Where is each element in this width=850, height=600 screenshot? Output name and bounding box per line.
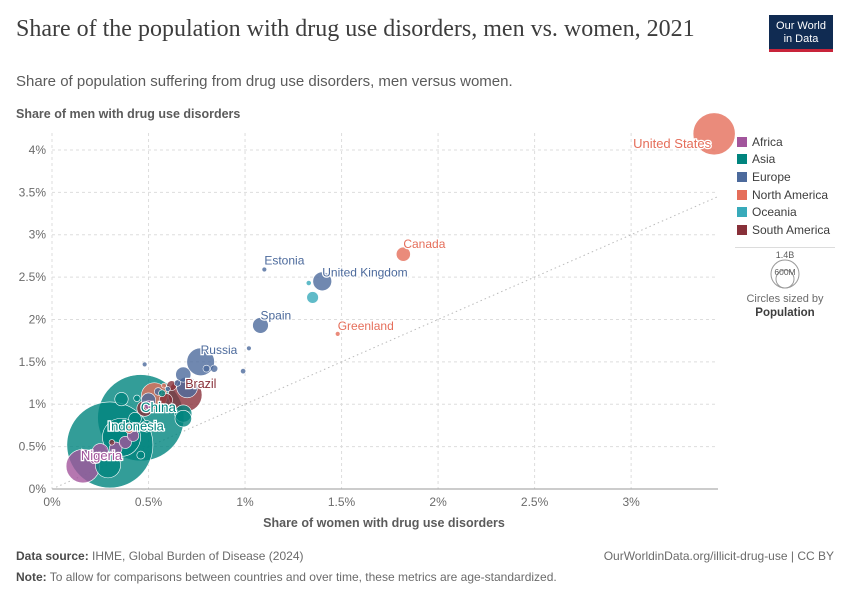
label-china: China [141, 400, 177, 415]
legend-label-south-america: South America [752, 222, 831, 237]
x-tick-label: 2.5% [521, 495, 549, 509]
footnote-label: Note: [16, 570, 47, 584]
label-russia: Russia [201, 343, 238, 357]
label-nigeria: Nigeria [81, 448, 123, 463]
data-source-label: Data source: [16, 549, 89, 563]
legend-item-north-america[interactable]: North America [737, 186, 830, 204]
label-brazil: Brazil [185, 377, 216, 391]
size-circle-small [775, 269, 795, 289]
y-tick-label: 0.5% [19, 440, 47, 454]
legend-swatch-north-america [737, 189, 747, 200]
data-point [158, 389, 166, 397]
logo-line-2: in Data [783, 33, 819, 45]
chart-subtitle: Share of population suffering from drug … [16, 73, 513, 90]
y-tick-label: 3.5% [19, 185, 47, 199]
data-point [143, 400, 154, 410]
data-point [161, 382, 167, 389]
data-point [140, 420, 153, 433]
y-tick-label: 2.5% [19, 270, 47, 284]
data-point [108, 439, 115, 446]
legend-swatch-europe [737, 171, 747, 182]
owid-logo[interactable]: Our World in Data [769, 15, 833, 52]
y-tick-label: 2% [29, 312, 47, 326]
legend-label-oceania: Oceania [752, 205, 797, 220]
data-point [164, 386, 171, 392]
label-estonia: Estonia [264, 253, 304, 267]
legend-swatch-south-america [737, 224, 747, 235]
x-tick-label: 0% [43, 495, 61, 509]
data-source-text: IHME, Global Burden of Disease (2024) [92, 549, 304, 563]
data-point [173, 379, 182, 387]
x-tick-label: 2% [429, 495, 447, 509]
size-label-small: 600M [774, 267, 795, 277]
legend-label-north-america: North America [752, 187, 829, 202]
label-united-kingdom: United Kingdom [322, 265, 407, 279]
legend-swatch-oceania [737, 207, 747, 218]
data-point [133, 394, 141, 402]
size-legend-circles: 1.4B 600M [770, 250, 800, 289]
legend-label-europe: Europe [752, 169, 791, 184]
point-greenland [335, 331, 341, 337]
size-label-large: 1.4B [776, 250, 795, 260]
legend-swatch-africa [737, 136, 747, 147]
x-axis-label: Share of women with drug use disorders [263, 516, 505, 530]
label-indonesia: Indonesia [107, 418, 164, 433]
y-tick-label: 4% [29, 143, 47, 157]
legend-label-africa: Africa [752, 134, 783, 149]
legend-swatch-asia [737, 154, 747, 165]
size-legend: 1.4B 600M Circles sized by Population [735, 247, 835, 320]
point-spain [252, 317, 269, 334]
legend-label-asia: Asia [752, 152, 776, 167]
label-spain: Spain [260, 308, 291, 322]
region-legend[interactable]: Africa Asia Europe North America Oceania… [737, 133, 830, 239]
data-point [125, 425, 134, 434]
label-canada: Canada [403, 237, 445, 251]
legend-item-oceania[interactable]: Oceania [737, 203, 830, 221]
data-source: Data source: IHME, Global Burden of Dise… [16, 549, 303, 563]
legend-item-europe[interactable]: Europe [737, 168, 830, 186]
point-canada [395, 246, 411, 262]
data-point [174, 410, 192, 428]
x-tick-label: 0.5% [135, 495, 163, 509]
data-point [114, 392, 129, 407]
data-point [306, 291, 319, 304]
point-estonia [261, 266, 268, 273]
y-tick-label: 0% [29, 482, 47, 496]
x-tick-label: 3% [622, 495, 640, 509]
size-note-text: Circles sized by [746, 293, 824, 305]
data-point [246, 345, 252, 351]
size-note-variable: Population [755, 307, 815, 319]
y-tick-label: 1.5% [19, 355, 47, 369]
y-tick-label: 1% [29, 397, 47, 411]
label-greenland: Greenland [338, 319, 394, 333]
point-united-kingdom [312, 271, 332, 292]
legend-item-africa[interactable]: Africa [737, 133, 830, 151]
source-url-link[interactable]: OurWorldinData.org/illicit-drug-use | CC… [603, 549, 834, 563]
data-point [202, 364, 211, 373]
x-tick-label: 1.5% [328, 495, 356, 509]
legend-item-asia[interactable]: Asia [737, 151, 830, 169]
data-point [240, 368, 247, 375]
logo-line-1: Our World [776, 20, 826, 32]
footnote: Note: To allow for comparisons between c… [16, 570, 557, 584]
data-point [141, 361, 148, 368]
point-united-states [692, 112, 736, 156]
data-point [210, 364, 219, 373]
data-point [136, 450, 146, 460]
data-point [89, 453, 100, 464]
legend-item-south-america[interactable]: South America [737, 221, 830, 239]
x-tick-label: 1% [236, 495, 254, 509]
y-axis-label: Share of men with drug use disorders [16, 107, 241, 121]
data-point [305, 280, 312, 286]
chart-title: Share of the population with drug use di… [16, 16, 695, 42]
data-point [128, 412, 142, 426]
y-tick-label: 3% [29, 228, 47, 242]
footnote-text: To allow for comparisons between countri… [49, 570, 557, 584]
label-united-states: United States [633, 136, 712, 151]
data-point [175, 366, 192, 383]
